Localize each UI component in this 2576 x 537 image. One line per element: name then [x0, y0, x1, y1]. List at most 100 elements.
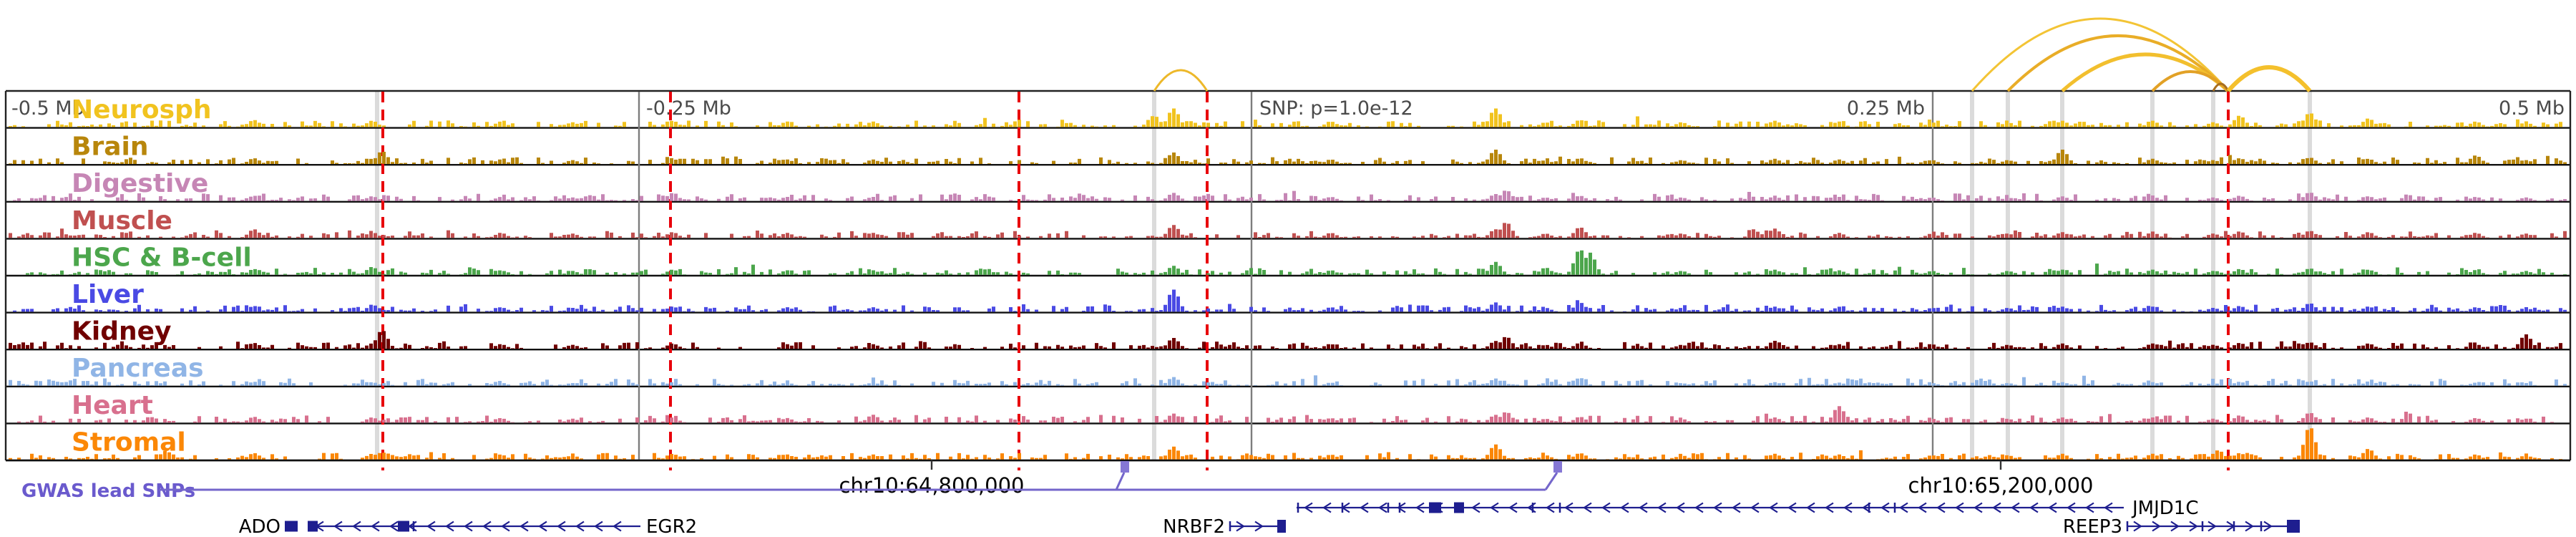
gene-exon: [1429, 502, 1441, 513]
gene-strand-arrow: [463, 521, 473, 532]
gene-strand-arrow: [500, 521, 510, 532]
gwas-snp-marker: [1121, 461, 1129, 473]
gene-strand-arrow: [351, 521, 361, 532]
track-signal-liver: [13, 289, 2567, 312]
gene-strand-arrow: [2152, 521, 2162, 532]
gene-strand-arrow: [1768, 502, 1778, 513]
gene-strand-arrow: [1508, 502, 1518, 513]
ruler-tick-label: SNP: p=1.0e-12: [1259, 97, 1413, 120]
gene-strand-arrow: [1917, 502, 1927, 513]
gene-strand-arrow: [1787, 502, 1797, 513]
gene-strand-arrow: [1322, 502, 1332, 513]
gene-strand-arrow: [2066, 502, 2076, 513]
ruler-tick-label: -0.5 Mb: [11, 97, 84, 120]
chr-tick-label: chr10:65,200,000: [1908, 473, 2094, 498]
gene-strand-arrow: [1638, 502, 1648, 513]
track-label-brain: Brain: [72, 132, 148, 162]
gwas-track-label: GWAS lead SNPs: [21, 480, 195, 502]
gene-strand-arrow: [370, 521, 380, 532]
gene-label-reep3: REEP3: [2063, 516, 2122, 537]
gene-strand-arrow: [1824, 502, 1834, 513]
gwas-snp-stem: [1115, 472, 1126, 490]
gene-strand-arrow: [1396, 502, 1406, 513]
interaction-arcs: [1153, 17, 2312, 92]
track-label-liver: Liver: [72, 280, 144, 309]
relative-ruler: -0.5 Mb -0.25 Mb SNP: p=1.0e-12 0.25 Mb 0.5 …: [11, 92, 2565, 460]
gene-label-egr2: EGR2: [646, 516, 697, 537]
gene-strand-arrow: [1303, 502, 1313, 513]
gene-strand-arrow: [537, 521, 547, 532]
gene-exon: [1454, 502, 1464, 513]
track-label-hsc-b-cell: HSC & B-cell: [72, 243, 252, 272]
gene-strand-arrow: [1415, 502, 1425, 513]
track-label-kidney: Kidney: [72, 317, 172, 347]
gene-strand-arrow: [1657, 502, 1667, 513]
gene-end-box: [2287, 520, 2300, 533]
gene-strand-arrow: [2010, 502, 2020, 513]
gene-strand-arrow: [1545, 502, 1555, 513]
gene-strand-arrow: [1582, 502, 1592, 513]
gene-strand-arrow: [1880, 502, 1890, 513]
gene-strand-arrow: [1563, 502, 1574, 513]
gene-strand-arrow: [333, 521, 343, 532]
chr-axis: chr10:64,800,000 chr10:65,200,000: [6, 459, 2570, 498]
gene-strand-arrow: [1973, 502, 1983, 513]
track-label-pancreas: Pancreas: [72, 354, 204, 383]
track-signal-heart: [17, 406, 2554, 423]
track-label-digestive: Digestive: [72, 169, 208, 198]
gene-strand-arrow: [1750, 502, 1760, 513]
gene-label-ado: ADO: [239, 516, 280, 537]
gene-egr2: EGR2: [308, 516, 697, 537]
gene-ado: ADO: [239, 516, 298, 537]
interaction-arc: [2226, 65, 2312, 92]
gene-strand-arrow: [1675, 502, 1685, 513]
ruler-tick-label: 0.5 Mb: [2499, 97, 2565, 120]
gene-strand-arrow: [1489, 502, 1499, 513]
gwas-snp-stem: [1544, 472, 1558, 490]
gene-strand-arrow: [1731, 502, 1741, 513]
gene-strand-arrow: [1843, 502, 1853, 513]
interaction-arc: [1971, 17, 2230, 92]
track-signal-muscle: [9, 223, 2567, 238]
gene-strand-arrow: [1619, 502, 1629, 513]
interaction-arc: [1153, 69, 1209, 92]
track-signal-hsc-b-cell: [26, 250, 2567, 275]
gene-strand-arrow: [444, 521, 454, 532]
gene-strand-arrow: [1694, 502, 1704, 513]
gene-strand-arrow: [1936, 502, 1946, 513]
gene-strand-arrow: [519, 521, 529, 532]
gene-strand-arrow: [1601, 502, 1611, 513]
gene-strand-arrow: [1954, 502, 1964, 513]
track-label-stromal: Stromal: [72, 427, 186, 457]
gene-strand-arrow: [2170, 521, 2180, 532]
gene-jmjd1c: JMJD1C: [1297, 498, 2199, 519]
gene-strand-arrow: [2207, 521, 2218, 532]
gwas-lead-snps-track: GWAS lead SNPs: [21, 461, 1562, 502]
gene-label-nrbf2: NRBF2: [1163, 516, 1225, 537]
gene-strand-arrow: [1805, 502, 1815, 513]
track-label-heart: Heart: [72, 391, 153, 420]
signal-tracks: Neurosph Brain Digestive Muscle HSC & B-cell…: [9, 95, 2567, 460]
gene-strand-arrow: [482, 521, 492, 532]
interaction-arc: [2006, 34, 2230, 92]
gene-strand-arrow: [2103, 502, 2113, 513]
gene-strand-arrow: [2029, 502, 2039, 513]
track-label-neurosph: Neurosph: [72, 95, 212, 125]
ruler-tick-label: 0.25 Mb: [1847, 97, 1925, 120]
gene-exon: [285, 521, 298, 532]
gene-exon: [308, 521, 318, 532]
gwas-snp-marker: [1553, 461, 1562, 473]
gene-strand-arrow: [612, 521, 622, 532]
track-signal-stromal: [9, 428, 2562, 460]
gene-end-box: [1277, 520, 1286, 533]
gene-strand-arrow: [2084, 502, 2094, 513]
gene-strand-arrow: [1470, 502, 1480, 513]
gene-strand-arrow: [1898, 502, 1908, 513]
gene-strand-arrow: [1236, 521, 1246, 532]
track-signal-kidney: [9, 331, 2562, 349]
ruler-tick-label: -0.25 Mb: [646, 97, 731, 120]
gene-strand-arrow: [1712, 502, 1722, 513]
gene-strand-arrow: [1991, 502, 2001, 513]
